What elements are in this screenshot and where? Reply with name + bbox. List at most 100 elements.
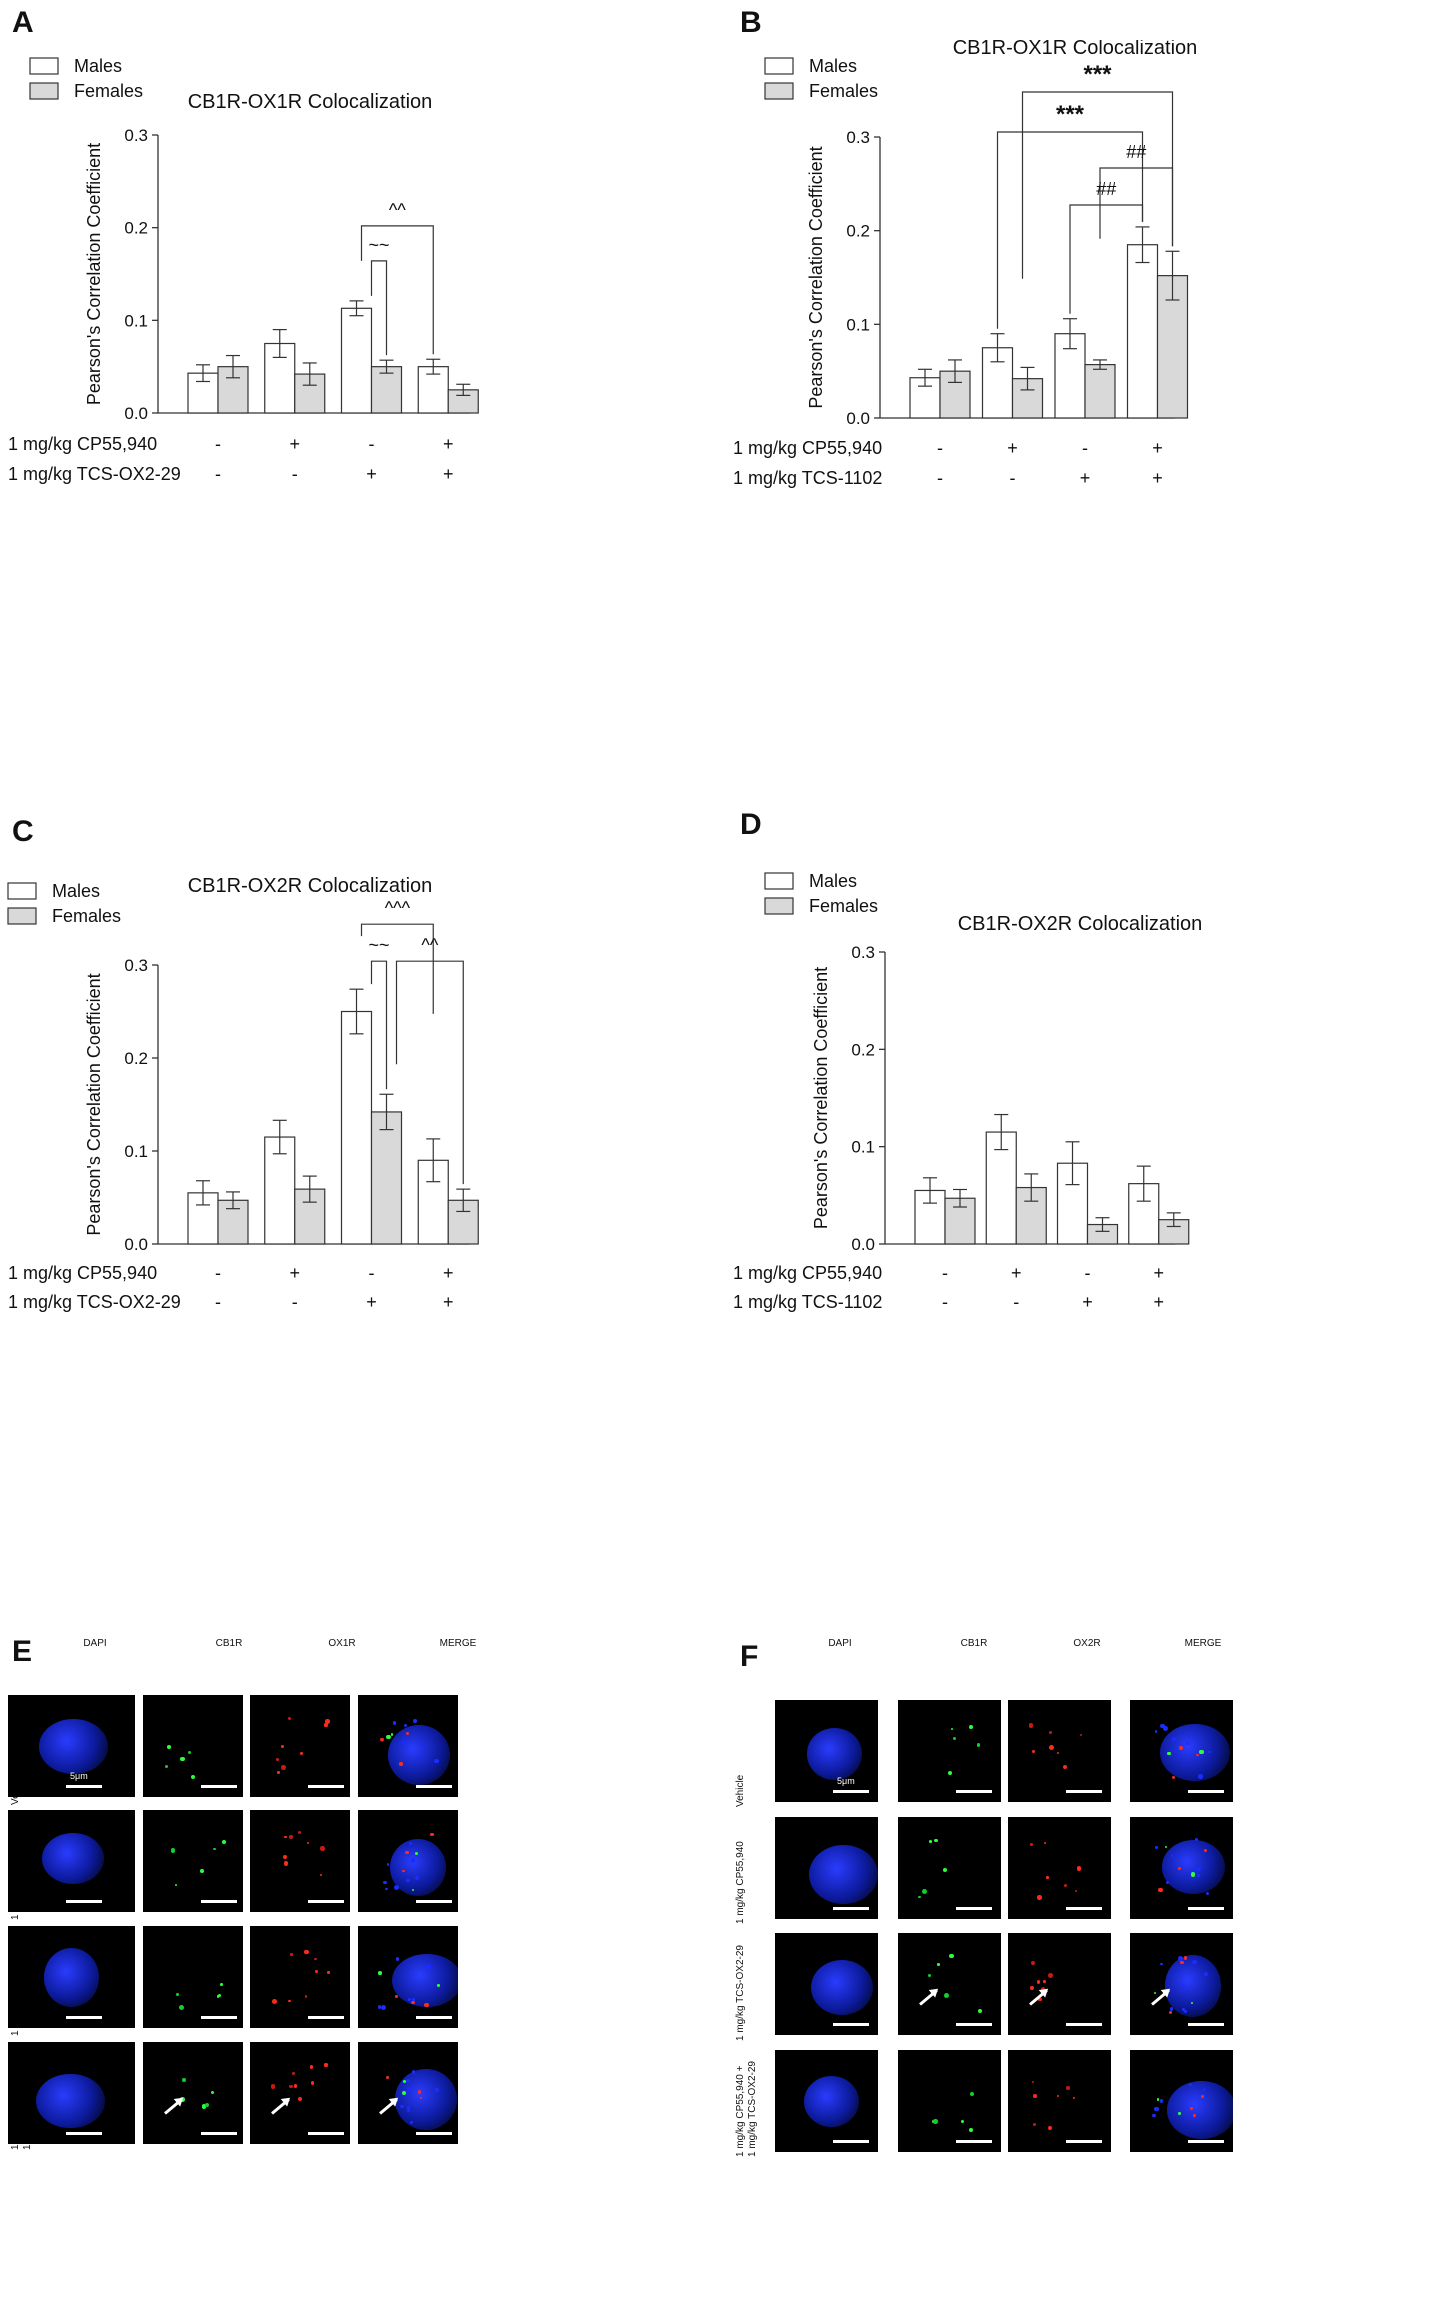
fluorescent-puncta: [411, 2000, 415, 2005]
fluorescent-puncta: [1195, 1837, 1199, 1841]
arrow-icon: [379, 2098, 398, 2115]
fluorescent-puncta: [181, 2077, 186, 2082]
fluorescent-puncta: [1046, 1876, 1049, 1879]
treatment-sign: +: [1082, 1292, 1093, 1312]
fluorescent-puncta: [290, 1953, 293, 1956]
column-header-ox2r: OX2R: [1073, 1638, 1101, 1649]
treatment-sign: +: [1153, 1263, 1164, 1283]
treatment-sign: +: [443, 1292, 454, 1312]
scale-bar: [956, 1790, 992, 1793]
fluorescent-puncta: [1056, 1751, 1059, 1755]
scale-bar: [201, 1900, 237, 1903]
fluorescent-puncta: [1163, 1726, 1169, 1732]
fluorescent-puncta: [291, 2071, 296, 2076]
micrograph-merge: [358, 1926, 458, 2028]
fluorescent-puncta: [293, 2084, 298, 2088]
fluorescent-puncta: [430, 1832, 434, 1836]
fluorescent-puncta: [378, 1971, 382, 1975]
treatment-sign: +: [366, 1292, 377, 1312]
scale-bar: [308, 2016, 344, 2019]
scale-bar: [833, 2140, 869, 2143]
treatment-label: 1 mg/kg TCS-OX2-29: [8, 1292, 181, 1312]
y-tick-label: 0.0: [851, 1235, 875, 1254]
treatment-sign: -: [215, 1292, 221, 1312]
fluorescent-puncta: [1186, 1742, 1189, 1745]
fluorescent-puncta: [179, 1756, 185, 1762]
y-tick-label: 0.2: [124, 219, 148, 238]
micrograph-cb1r: [898, 1700, 1001, 1802]
treatment-sign: +: [289, 434, 300, 454]
fluorescent-puncta: [406, 2087, 411, 2092]
fluorescent-puncta: [199, 1869, 204, 1874]
scale-bar: [66, 2016, 102, 2019]
fluorescent-puncta: [1196, 1867, 1201, 1872]
fluorescent-puncta: [187, 1750, 191, 1754]
fluorescent-puncta: [1048, 2125, 1053, 2131]
fluorescent-puncta: [947, 1771, 952, 1775]
fluorescent-puncta: [408, 1998, 411, 2002]
bar-males: [1126, 244, 1159, 419]
micrograph-cb1r: [143, 1810, 243, 1912]
micrograph-merge: [1130, 2050, 1233, 2152]
fluorescent-puncta: [277, 1771, 280, 1774]
fluorescent-puncta: [276, 1758, 280, 1762]
treatment-sign: -: [1013, 1292, 1019, 1312]
fluorescent-puncta: [401, 1739, 407, 1745]
scale-bar: [201, 2132, 237, 2135]
annotation-hash-1-label: ##: [1126, 142, 1146, 162]
scale-label: 5μm: [837, 1776, 855, 1786]
fluorescent-puncta: [1179, 1960, 1184, 1965]
micrograph-ox1r: [250, 1810, 350, 1912]
legend-label-females: Females: [809, 896, 878, 916]
micrograph-dapi: 5μm: [8, 1695, 135, 1797]
nucleus: [394, 2069, 458, 2130]
annotation-tilde-bracket: [370, 260, 388, 356]
fluorescent-puncta: [204, 2103, 209, 2108]
fluorescent-puncta: [324, 1723, 328, 1727]
fluorescent-puncta: [390, 1733, 394, 1736]
treatment-sign: -: [942, 1263, 948, 1283]
fluorescent-puncta: [927, 1973, 931, 1977]
y-tick-label: 0.1: [124, 1142, 148, 1161]
y-tick-label: 0.1: [846, 315, 870, 334]
scale-bar: [416, 2132, 452, 2135]
fluorescent-puncta: [380, 1737, 384, 1742]
fluorescent-puncta: [421, 1746, 424, 1749]
fluorescent-puncta: [306, 1841, 310, 1845]
legend-swatch-females: [764, 82, 794, 100]
legend-swatch-females: [7, 907, 37, 925]
micrograph-merge: [1130, 1817, 1233, 1919]
column-header-merge: MERGE: [439, 1638, 477, 1649]
treatment-sign: +: [443, 434, 454, 454]
legend-swatch-males: [764, 57, 794, 75]
bar-females: [370, 1111, 403, 1245]
fluorescent-puncta: [289, 2084, 293, 2089]
treatment-sign: -: [215, 464, 221, 484]
fluorescent-puncta: [934, 1838, 938, 1843]
fluorescent-puncta: [1172, 1737, 1177, 1742]
fluorescent-puncta: [298, 2096, 303, 2102]
panel-letter-a: A: [12, 6, 34, 39]
fluorescent-puncta: [922, 1888, 928, 1894]
nucleus: [390, 1838, 447, 1896]
fluorescent-puncta: [952, 1736, 956, 1740]
micrograph-ox2r: [1008, 1700, 1111, 1802]
annotation-tilde-label: ~~: [368, 235, 389, 255]
column-header-ox1r: OX1R: [328, 1638, 356, 1649]
fluorescent-puncta: [176, 1993, 179, 1996]
nucleus: [392, 1953, 458, 2007]
fluorescent-puncta: [174, 1883, 177, 1887]
fluorescent-puncta: [406, 1878, 410, 1883]
scale-bar: [66, 2132, 102, 2135]
fluorescent-puncta: [969, 1725, 973, 1730]
fluorescent-puncta: [1196, 1753, 1199, 1757]
treatment-label: 1 mg/kg CP55,940: [733, 1263, 882, 1283]
micrograph-dapi: [775, 2050, 878, 2152]
fluorescent-puncta: [1196, 1873, 1201, 1878]
legend-swatch-females: [764, 897, 794, 915]
fluorescent-puncta: [1036, 1980, 1040, 1984]
fluorescent-puncta: [929, 1839, 933, 1843]
micrograph-ox1r: [250, 1695, 350, 1797]
scale-bar: [1066, 2023, 1102, 2026]
scale-bar: [1188, 1907, 1224, 1910]
